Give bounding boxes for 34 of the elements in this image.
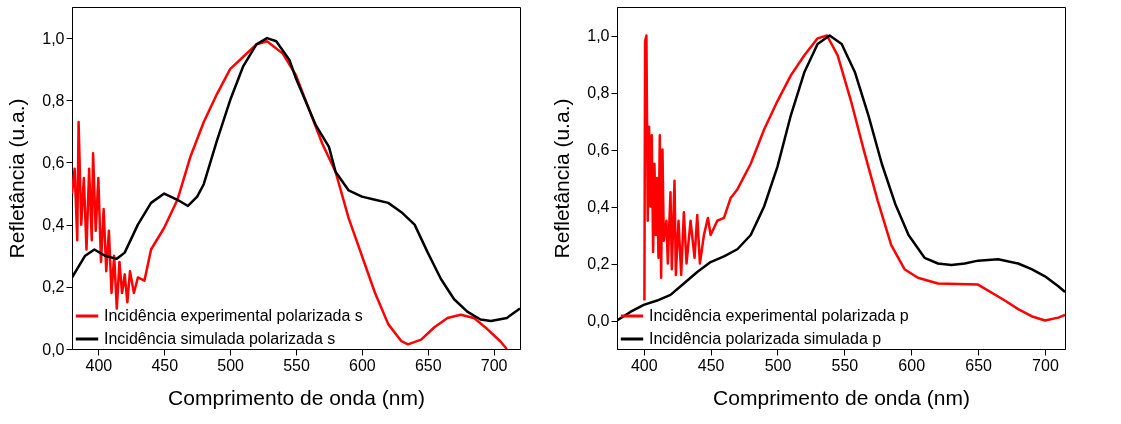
y-tick-label: 0,8 bbox=[587, 84, 610, 101]
legend-label: Incidência simulada polarizada s bbox=[104, 330, 336, 347]
y-tick-label: 0,0 bbox=[587, 312, 610, 329]
x-tick-label: 700 bbox=[480, 356, 508, 374]
legend-label: Incidência experimental polarizada p bbox=[649, 307, 909, 324]
x-tick-label: 500 bbox=[217, 356, 245, 374]
y-tick-label: 0,4 bbox=[42, 216, 65, 234]
y-tick-label: 0,6 bbox=[587, 141, 610, 158]
x-tick-label: 700 bbox=[1032, 356, 1059, 374]
x-tick-label: 550 bbox=[283, 356, 310, 374]
x-tick-label: 400 bbox=[85, 356, 113, 374]
y-tick-label: 1,0 bbox=[42, 29, 65, 47]
x-axis-title: Comprimento de onda (nm) bbox=[168, 385, 425, 409]
y-tick-label: 1,0 bbox=[587, 27, 610, 44]
legend-label: Incidência experimental polarizada s bbox=[104, 307, 363, 324]
y-tick-label: 0,8 bbox=[42, 91, 65, 109]
y-axis-title: Refletância (u.a.) bbox=[550, 98, 574, 259]
x-tick-label: 450 bbox=[151, 356, 179, 374]
y-tick-label: 0,6 bbox=[42, 153, 65, 171]
legend-label: Incidência polarizada simulada p bbox=[649, 330, 882, 347]
x-tick-label: 650 bbox=[414, 356, 442, 374]
x-tick-label: 500 bbox=[764, 356, 792, 374]
x-tick-label: 600 bbox=[898, 356, 926, 374]
y-tick-label: 0,2 bbox=[42, 278, 65, 296]
x-tick-label: 400 bbox=[630, 356, 658, 374]
x-tick-label: 450 bbox=[697, 356, 725, 374]
x-axis-title: Comprimento de onda (nm) bbox=[713, 385, 970, 409]
y-axis-title: Refletância (u.a.) bbox=[5, 98, 29, 259]
x-tick-label: 600 bbox=[349, 356, 376, 374]
x-tick-label: 550 bbox=[831, 356, 859, 374]
y-tick-label: 0,2 bbox=[587, 255, 610, 272]
x-tick-label: 650 bbox=[965, 356, 993, 374]
y-tick-label: 0,4 bbox=[587, 198, 610, 215]
y-tick-label: 0,0 bbox=[42, 340, 65, 358]
